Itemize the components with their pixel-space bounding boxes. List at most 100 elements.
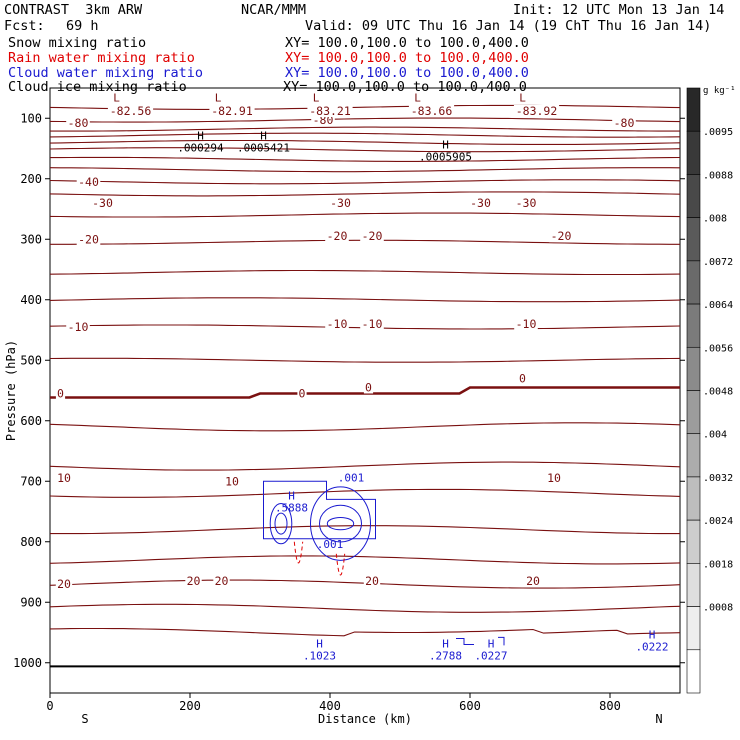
- extremum-value: .0005905: [419, 151, 472, 164]
- contour-label-bg: [363, 381, 374, 394]
- contour-label-bg: [545, 472, 563, 485]
- cloud-water-contour: [269, 502, 293, 545]
- colorbar-unit: g kg⁻¹: [703, 86, 736, 96]
- fcst-value: 69 h: [66, 18, 99, 34]
- extremum-marker: L: [519, 91, 526, 104]
- contour-label: 0: [519, 371, 526, 385]
- colorbar-label: .0048: [703, 387, 733, 398]
- contour-label: 10: [225, 474, 239, 488]
- colorbar-label: .004: [703, 430, 727, 441]
- extremum-marker: L: [313, 91, 320, 104]
- colorbar-bin: [686, 130, 701, 175]
- colorbar-bin: [686, 303, 701, 348]
- contour-label-bg: [66, 117, 90, 130]
- extremum-marker: L: [414, 91, 421, 104]
- contour-label-bg: [325, 230, 349, 243]
- contour-label-bg: [363, 575, 381, 588]
- temperature-contour: [50, 525, 680, 535]
- y-tick-label: 400: [20, 293, 42, 307]
- colorbar-label: .008: [703, 214, 727, 225]
- colorbar-bin: [686, 563, 701, 607]
- cloud-water-value: .5888: [275, 501, 308, 514]
- contour-label-bg: [513, 104, 560, 117]
- contour-label: 0: [299, 387, 306, 401]
- contour-label: -30: [470, 196, 491, 210]
- temperature-contour: [49, 212, 681, 218]
- x-tick-label: 800: [599, 699, 621, 713]
- model-title: CONTRAST 3km ARW: [4, 2, 143, 18]
- temperature-contour: [49, 139, 681, 145]
- contour-label-bg: [307, 104, 353, 117]
- extremum-marker: H: [197, 129, 204, 142]
- org-title: NCAR/MMM: [241, 2, 307, 18]
- temperature-contour: [49, 627, 681, 637]
- temperature-contour: [49, 191, 681, 197]
- colorbar-bin: [686, 346, 701, 391]
- temperature-contour: [49, 603, 681, 613]
- contour-label-bg: [524, 575, 542, 588]
- temperature-contour: [49, 117, 681, 123]
- contour-label: -82.56: [110, 104, 152, 118]
- cloud-water-marker: H: [488, 638, 495, 651]
- contour-label: -83.92: [516, 104, 558, 118]
- colorbar-bin: [686, 217, 701, 262]
- contour-label: -40: [78, 175, 99, 189]
- rain-water-contour: [293, 541, 304, 564]
- y-tick-label: 900: [20, 595, 42, 609]
- colorbar-label: .0072: [703, 257, 733, 268]
- colorbar-label: .0018: [703, 559, 733, 570]
- contour-label: 20: [187, 574, 201, 588]
- colorbar-bin: [686, 433, 701, 478]
- contour-label: 0: [365, 380, 372, 394]
- contour-label: -10: [362, 317, 383, 331]
- contour-label-bg: [223, 475, 241, 488]
- extremum-value: .000294: [177, 141, 224, 154]
- colorbar-bin: [686, 260, 701, 305]
- legend-rain-label: Rain water mixing ratio: [8, 50, 195, 66]
- y-tick-label: 200: [20, 172, 42, 186]
- temperature-contour: [50, 386, 680, 399]
- cloud-water-value: .001: [338, 471, 365, 484]
- rain-water-contour: [335, 553, 346, 576]
- contour-label-bg: [209, 104, 255, 117]
- contour-label-bg: [549, 230, 573, 243]
- contour-label-bg: [360, 317, 384, 330]
- contour-label-bg: [90, 196, 115, 209]
- contour-label-bg: [468, 196, 493, 209]
- legend-cloud-label: Cloud water mixing ratio: [8, 65, 204, 81]
- temperature-contour: [49, 179, 681, 185]
- contour-label: -20: [551, 229, 572, 243]
- contour-label-bg: [55, 472, 73, 485]
- cloud-water-value: .0227: [474, 650, 507, 663]
- contour-label: -83.66: [411, 104, 453, 118]
- colorbar-bin: [686, 476, 701, 521]
- colorbar-bin: [686, 87, 701, 132]
- cloud-water-contour: [498, 636, 505, 646]
- contour-label: -80: [614, 116, 635, 130]
- contour-label-bg: [325, 317, 349, 330]
- contour-label-bg: [360, 230, 384, 243]
- x-end-label-right: N: [655, 712, 662, 726]
- cloud-water-value: .2788: [429, 650, 462, 663]
- contour-label-bg: [213, 575, 230, 588]
- contour-label: -20: [78, 232, 99, 246]
- contour-label-bg: [612, 117, 636, 130]
- extremum-marker: L: [215, 91, 222, 104]
- contour-label-bg: [517, 372, 528, 385]
- temperature-contour: [49, 104, 681, 110]
- temperature-contour: [49, 461, 681, 471]
- contour-label-bg: [76, 233, 101, 246]
- contour-label-bg: [297, 387, 307, 400]
- temperature-contour: [49, 422, 681, 432]
- temperature-contour: [49, 555, 681, 565]
- legend-cloud-xy: XY= 100.0,100.0 to 100.0,400.0: [285, 65, 529, 81]
- extremum-value: .0005421: [237, 141, 290, 154]
- legend-snow-xy: XY= 100.0,100.0 to 100.0,400.0: [285, 35, 529, 51]
- contour-label-bg: [76, 175, 101, 188]
- y-tick-label: 600: [20, 414, 42, 428]
- cloud-water-contour: [326, 516, 355, 531]
- colorbar-bin: [686, 519, 701, 564]
- contour-label-bg: [328, 196, 353, 209]
- cloud-water-contour: [310, 486, 371, 561]
- cloud-water-outline: [263, 480, 376, 540]
